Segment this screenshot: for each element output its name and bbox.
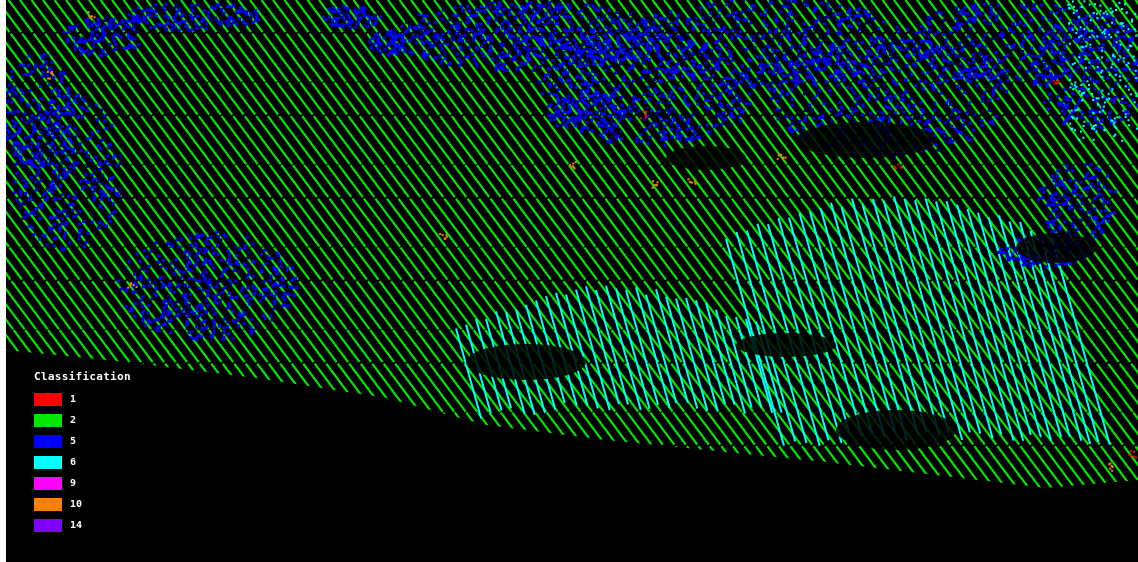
legend-label: 1 bbox=[70, 394, 77, 405]
legend-item: 5 bbox=[34, 431, 131, 452]
legend-item: 2 bbox=[34, 410, 131, 431]
legend-label: 9 bbox=[70, 478, 77, 489]
classification-legend: Classification 1 2 5 6 9 10 14 bbox=[34, 370, 131, 536]
legend-item: 14 bbox=[34, 515, 131, 536]
legend-label: 14 bbox=[70, 520, 83, 531]
legend-label: 2 bbox=[70, 415, 77, 426]
legend-label: 6 bbox=[70, 457, 77, 468]
legend-item: 6 bbox=[34, 452, 131, 473]
shadow-patches bbox=[466, 122, 1096, 450]
legend-swatch bbox=[34, 498, 62, 511]
legend-item: 9 bbox=[34, 473, 131, 494]
vegetation-clusters bbox=[6, 0, 1138, 342]
legend-item: 1 bbox=[34, 389, 131, 410]
legend-item: 10 bbox=[34, 494, 131, 515]
point-cloud-render bbox=[6, 0, 1138, 488]
legend-swatch bbox=[34, 393, 62, 406]
legend-label: 10 bbox=[70, 499, 83, 510]
point-cloud-viewport[interactable]: Classification 1 2 5 6 9 10 14 bbox=[6, 0, 1138, 562]
legend-swatch bbox=[34, 414, 62, 427]
legend-swatch bbox=[34, 519, 62, 532]
legend-swatch bbox=[34, 435, 62, 448]
legend-items: 1 2 5 6 9 10 14 bbox=[34, 389, 131, 536]
accent-points bbox=[46, 11, 1137, 472]
legend-swatch bbox=[34, 456, 62, 469]
legend-swatch bbox=[34, 477, 62, 490]
legend-label: 5 bbox=[70, 436, 77, 447]
legend-title: Classification bbox=[34, 370, 131, 383]
